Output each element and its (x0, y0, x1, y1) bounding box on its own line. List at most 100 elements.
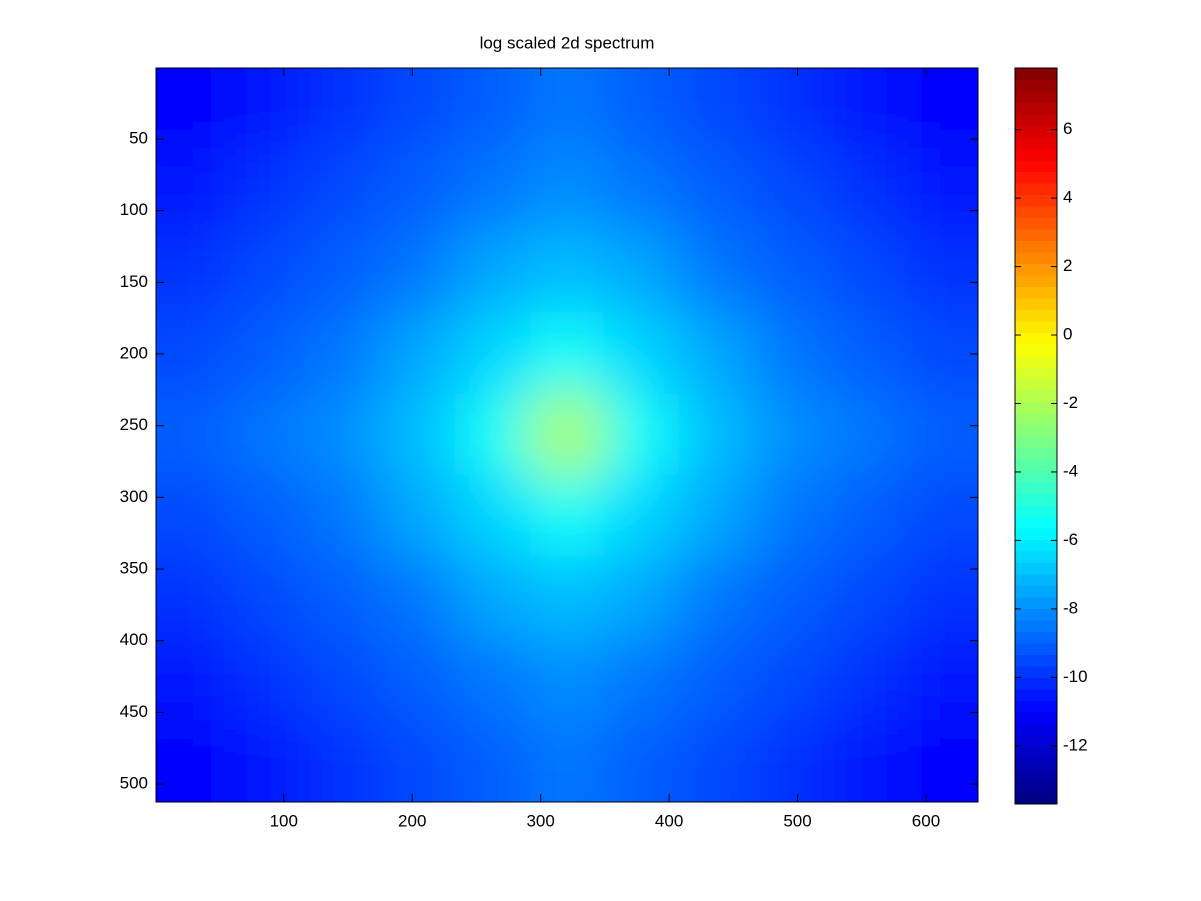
colorbar-swatch (1015, 654, 1057, 667)
heatmap-cell (156, 475, 231, 558)
colorbar-swatch (1015, 114, 1057, 126)
colorbar-swatch (1015, 229, 1057, 241)
heatmap-cell (603, 68, 679, 149)
colorbar-swatch (1015, 493, 1057, 506)
colorbar-swatch (1015, 344, 1057, 356)
colorbar-swatch (1015, 206, 1057, 218)
colorbar (1015, 68, 1057, 805)
heatmap-cell (454, 68, 530, 149)
colorbar-swatch (1015, 712, 1057, 724)
colorbar-swatch (1015, 769, 1057, 782)
colorbar-swatch (1015, 309, 1057, 322)
y-tick-label: 100 (120, 200, 148, 219)
x-tick-label: 400 (655, 811, 683, 830)
heatmap-cell (454, 229, 530, 313)
colorbar-swatch (1015, 194, 1057, 207)
colorbar-swatch (1015, 677, 1057, 690)
heatmap-cell (229, 311, 305, 394)
colorbar-swatch (1015, 470, 1057, 483)
heatmap-cell (304, 393, 380, 476)
colorbar-swatch (1015, 631, 1057, 644)
heatmap-cell (603, 229, 679, 313)
colorbar-swatch (1015, 263, 1057, 276)
colorbar-tick-label: -6 (1063, 530, 1078, 549)
y-tick-label: 400 (120, 630, 148, 649)
colorbar-swatch (1015, 597, 1057, 609)
heatmap-cell (229, 556, 305, 640)
heatmap-cell (304, 638, 380, 721)
heatmap-cell (156, 556, 231, 640)
y-tick-label: 300 (120, 487, 148, 506)
colorbar-swatch (1015, 746, 1057, 759)
heatmap-cell (753, 68, 829, 149)
heatmap-cell (529, 229, 605, 313)
heatmap-cell (304, 311, 380, 394)
heatmap-cell (304, 68, 380, 149)
colorbar-swatch (1015, 148, 1057, 161)
heatmap-cell (229, 720, 305, 802)
heatmap-cell (678, 475, 754, 558)
heatmap-cell (304, 556, 380, 640)
heatmap-cell (828, 148, 904, 231)
heatmap-cell (828, 720, 904, 802)
colorbar-box (1014, 67, 1058, 805)
colorbar-swatch (1015, 505, 1057, 517)
heatmap-cell (379, 68, 456, 149)
heatmap-cell (229, 638, 305, 721)
heatmap-cell (454, 393, 530, 476)
colorbar-swatch (1015, 516, 1057, 529)
heatmap-cell (156, 638, 231, 721)
heatmap-cell (156, 720, 231, 802)
colorbar-swatch (1015, 551, 1057, 563)
heatmap-cell (828, 311, 904, 394)
colorbar-swatch (1015, 620, 1057, 632)
colorbar-swatch (1015, 332, 1057, 345)
heatmap-cell (678, 393, 754, 476)
colorbar-swatch (1015, 240, 1057, 253)
heatmap-cell (603, 638, 679, 721)
heatmap-cell (678, 311, 754, 394)
heatmap-cell (229, 475, 305, 558)
heatmap-cell (902, 720, 978, 802)
colorbar-swatch (1015, 367, 1057, 379)
heatmap-cell (304, 720, 380, 802)
colorbar-swatch (1015, 643, 1057, 655)
heatmap-cell (304, 229, 380, 313)
heatmap-cell (454, 148, 530, 231)
heatmap-cell (902, 68, 978, 149)
colorbar-swatch (1015, 781, 1057, 793)
y-tick-label: 500 (120, 774, 148, 793)
colorbar-tick-label: 6 (1063, 119, 1072, 138)
heatmap-cell (753, 720, 829, 802)
colorbar-swatch (1015, 125, 1057, 138)
heatmap-cell (603, 393, 679, 476)
heatmap-cell (902, 556, 978, 640)
heatmap-cell (678, 638, 754, 721)
heatmap-cell (753, 638, 829, 721)
y-tick-label: 150 (120, 272, 148, 291)
heatmap-cell (229, 148, 305, 231)
heatmap-cell (603, 475, 679, 558)
colorbar-tick-label: -10 (1063, 667, 1088, 686)
colorbar-swatch (1015, 378, 1057, 391)
heatmap-cell (156, 311, 231, 394)
heatmap-cell (902, 475, 978, 558)
axes-box (155, 67, 979, 803)
heatmap-cell (828, 638, 904, 721)
colorbar-swatch (1015, 275, 1057, 287)
heatmap-cell (828, 68, 904, 149)
y-tick-label: 250 (120, 415, 148, 434)
colorbar-swatch (1015, 735, 1057, 747)
heatmap-cell (529, 638, 605, 721)
heatmap-cell (753, 475, 829, 558)
heatmap-cell (156, 229, 231, 313)
y-tick-label: 200 (120, 343, 148, 362)
y-tick-label: 450 (120, 702, 148, 721)
heatmap-cell (156, 393, 231, 476)
x-tick-label: 100 (270, 811, 298, 830)
colorbar-swatch (1015, 401, 1057, 414)
colorbar-swatch (1015, 390, 1057, 402)
heatmap-cell (753, 229, 829, 313)
colorbar-swatch (1015, 79, 1057, 92)
